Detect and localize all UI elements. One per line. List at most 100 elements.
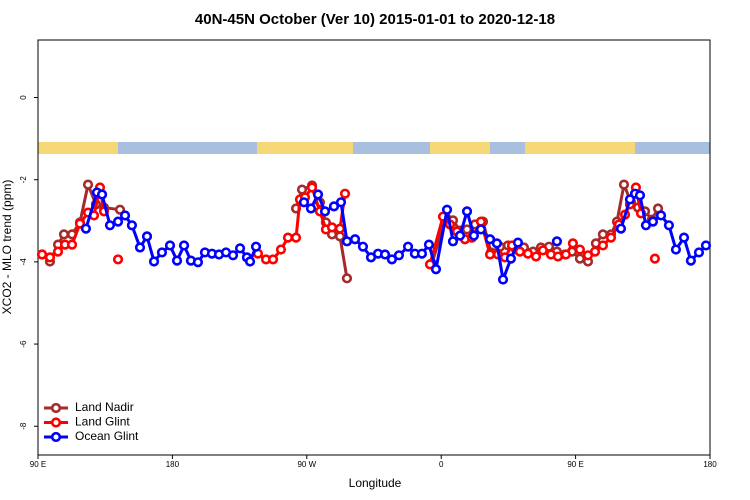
y-tick-label: -6 bbox=[19, 340, 28, 348]
data-point bbox=[250, 241, 262, 252]
y-axis-label: XCO2 - MLO trend (ppm) bbox=[0, 180, 14, 315]
data-point bbox=[649, 253, 660, 264]
data-point bbox=[430, 264, 442, 275]
data-point bbox=[296, 184, 308, 195]
data-point bbox=[700, 240, 712, 251]
data-point bbox=[574, 244, 586, 255]
data-point bbox=[551, 236, 563, 247]
data-point bbox=[597, 229, 609, 240]
data-point bbox=[148, 256, 160, 267]
data-point bbox=[282, 232, 294, 243]
data-point bbox=[567, 238, 579, 249]
data-point bbox=[104, 220, 116, 231]
data-point bbox=[164, 240, 176, 251]
data-point bbox=[36, 249, 48, 260]
legend-marker bbox=[50, 402, 62, 414]
data-point bbox=[522, 248, 534, 259]
data-point bbox=[305, 203, 317, 214]
data-point bbox=[461, 224, 473, 235]
data-point bbox=[244, 256, 256, 267]
data-point bbox=[234, 243, 246, 254]
data-point bbox=[416, 248, 428, 259]
land-band bbox=[257, 142, 353, 154]
data-point bbox=[275, 244, 287, 255]
data-point bbox=[319, 206, 331, 217]
data-point bbox=[685, 255, 696, 266]
data-point bbox=[112, 254, 124, 265]
x-tick-label: 0 bbox=[439, 460, 444, 469]
data-point bbox=[349, 234, 361, 245]
data-point bbox=[156, 247, 168, 258]
x-tick-label: 180 bbox=[166, 460, 180, 469]
x-tick-label: 90 E bbox=[30, 460, 46, 469]
data-point bbox=[52, 246, 64, 257]
map-strip bbox=[38, 142, 710, 154]
data-point bbox=[58, 229, 70, 240]
data-point bbox=[512, 237, 524, 248]
data-point bbox=[514, 246, 525, 257]
data-point bbox=[402, 241, 414, 252]
x-tick-label: 90 W bbox=[297, 460, 316, 469]
data-point bbox=[468, 230, 480, 241]
legend-label: Ocean Glint bbox=[75, 429, 139, 443]
y-tick-label: -4 bbox=[19, 258, 28, 266]
data-point bbox=[393, 250, 405, 261]
data-point bbox=[80, 223, 92, 234]
data-point bbox=[312, 189, 324, 200]
data-point bbox=[328, 201, 340, 212]
legend-label: Land Glint bbox=[75, 415, 130, 429]
data-point bbox=[505, 253, 517, 264]
y-tick-label: -8 bbox=[19, 422, 28, 430]
data-point bbox=[192, 257, 204, 268]
data-point bbox=[497, 274, 509, 285]
x-tick-label: 180 bbox=[703, 460, 717, 469]
data-point bbox=[326, 222, 338, 233]
data-point bbox=[454, 230, 466, 241]
data-point bbox=[339, 188, 351, 199]
data-point bbox=[379, 249, 391, 260]
data-point bbox=[484, 249, 496, 260]
data-point bbox=[96, 189, 108, 200]
data-point bbox=[618, 179, 630, 190]
data-point bbox=[491, 238, 503, 249]
data-point bbox=[423, 239, 435, 250]
data-point bbox=[267, 254, 279, 265]
data-point bbox=[126, 220, 138, 231]
data-point bbox=[655, 210, 667, 221]
data-point bbox=[560, 249, 571, 260]
data-point bbox=[605, 232, 617, 243]
data-point bbox=[178, 240, 190, 251]
data-point bbox=[298, 197, 310, 208]
data-point bbox=[678, 232, 690, 243]
data-point bbox=[615, 223, 627, 234]
data-point bbox=[693, 247, 705, 258]
data-point bbox=[66, 239, 78, 250]
data-point bbox=[341, 273, 353, 284]
data-point bbox=[461, 206, 473, 217]
y-tick-label: -2 bbox=[19, 176, 28, 184]
chart-title: 40N-45N October (Ver 10) 2015-01-01 to 2… bbox=[195, 11, 555, 28]
data-point bbox=[537, 245, 548, 256]
data-point bbox=[670, 244, 682, 255]
data-point bbox=[475, 216, 487, 227]
data-point bbox=[530, 251, 542, 262]
x-axis-label: Longitude bbox=[349, 476, 402, 490]
data-point bbox=[663, 220, 675, 231]
data-point bbox=[334, 223, 346, 234]
data-point bbox=[227, 250, 239, 261]
data-point bbox=[119, 210, 131, 221]
data-point bbox=[341, 236, 353, 247]
data-point bbox=[386, 254, 398, 265]
land-band bbox=[38, 142, 118, 154]
data-point bbox=[306, 182, 318, 193]
data-point bbox=[634, 190, 646, 201]
data-point bbox=[335, 197, 347, 208]
data-point bbox=[141, 231, 153, 242]
legend-marker bbox=[50, 417, 62, 428]
data-point bbox=[82, 179, 94, 190]
data-point bbox=[484, 234, 496, 245]
legend-label: Land Nadir bbox=[75, 400, 134, 414]
land-band bbox=[525, 142, 635, 154]
